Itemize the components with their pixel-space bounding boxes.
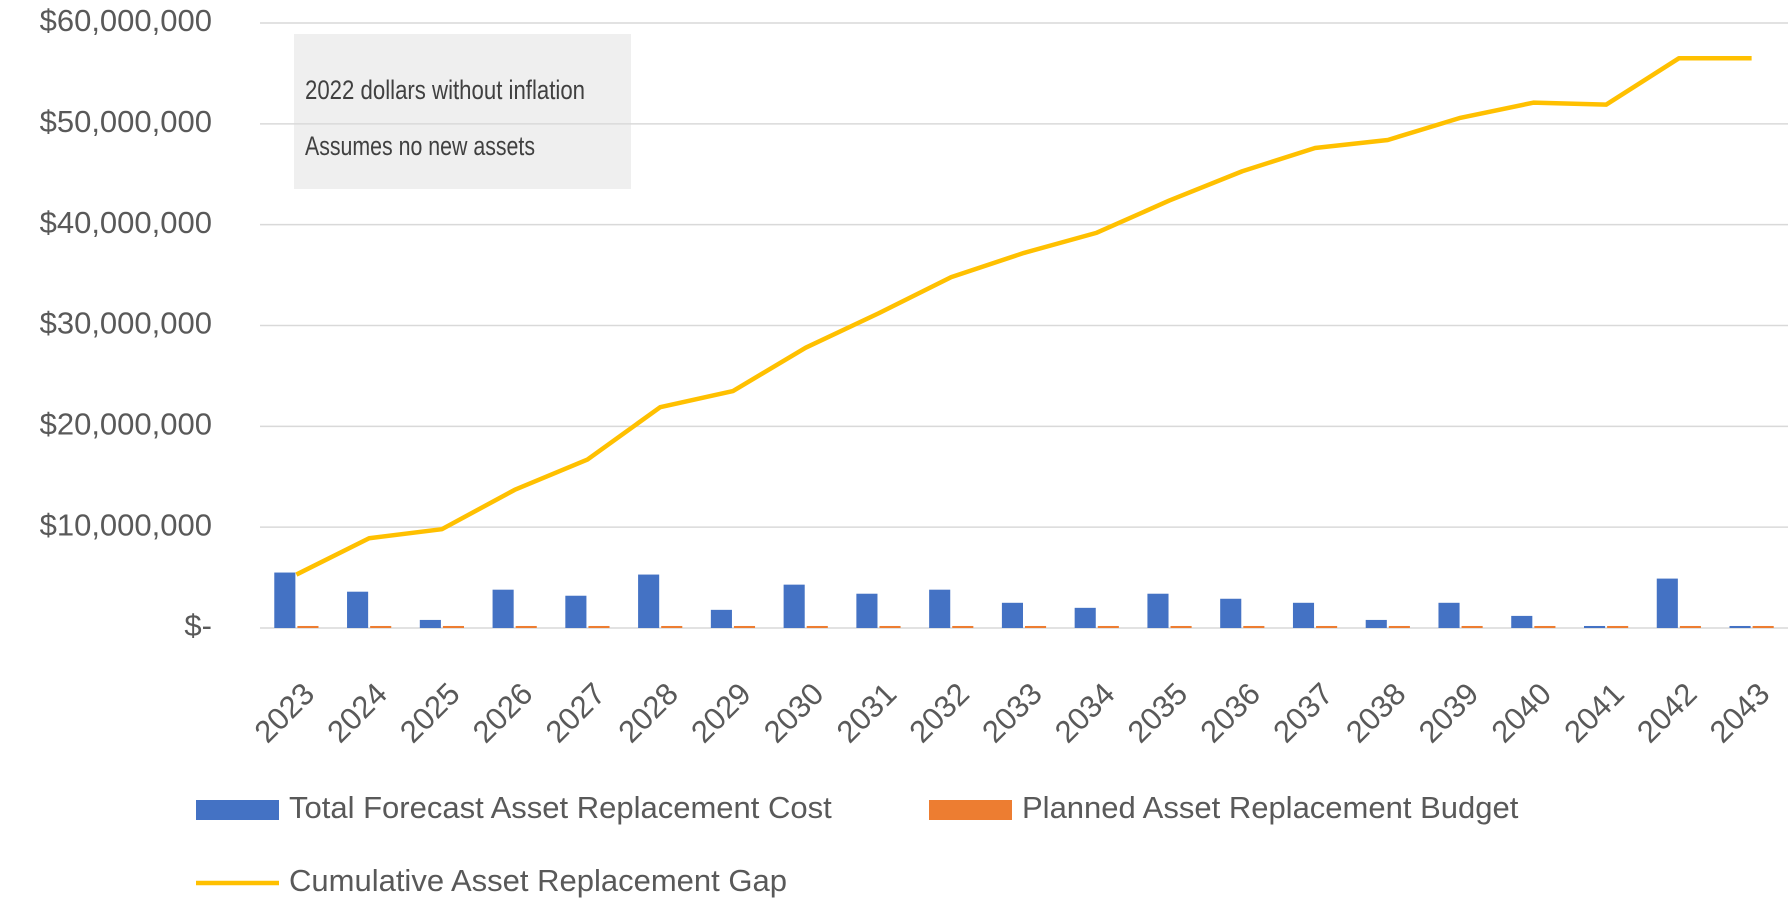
bar (1365, 619, 1387, 628)
legend-swatch (929, 800, 1012, 820)
bar (347, 591, 369, 628)
bar (1074, 607, 1096, 628)
x-tick-label: 2038 (1339, 676, 1413, 750)
bar (1001, 602, 1023, 628)
bar (1607, 625, 1629, 628)
x-tick-label: 2041 (1557, 676, 1631, 750)
bar (1170, 625, 1192, 628)
x-tick-label: 2036 (1194, 676, 1268, 750)
x-tick-label: 2023 (248, 676, 322, 750)
legend-label: Cumulative Asset Replacement Gap (289, 863, 787, 898)
y-tick-label: $40,000,000 (40, 205, 212, 240)
x-tick-label: 2028 (611, 676, 685, 750)
bar (274, 572, 296, 628)
annotation: 2022 dollars without inflation (305, 75, 585, 105)
x-tick-label: 2040 (1485, 676, 1559, 750)
bar (879, 625, 901, 628)
x-tick-label: 2024 (320, 676, 394, 750)
annotation-box (294, 34, 631, 189)
bar (442, 625, 465, 628)
x-tick-label: 2032 (902, 676, 976, 750)
bar (1220, 598, 1242, 628)
bar (661, 625, 683, 628)
y-tick-label: $- (184, 608, 212, 643)
bar (806, 625, 828, 628)
y-tick-label: $10,000,000 (40, 507, 212, 542)
legend-swatch (196, 800, 279, 820)
bar (1438, 602, 1460, 628)
y-tick-label: $60,000,000 (40, 3, 212, 38)
y-tick-label: $50,000,000 (40, 104, 212, 139)
bar (710, 609, 732, 628)
y-tick-label: $20,000,000 (40, 407, 212, 442)
bar (1243, 625, 1265, 628)
x-tick-label: 2034 (1048, 676, 1122, 750)
x-tick-label: 2029 (684, 676, 758, 750)
bar (588, 625, 610, 628)
x-tick-label: 2042 (1630, 676, 1704, 750)
bar (1534, 625, 1556, 628)
bar (1583, 625, 1606, 628)
bar (419, 619, 441, 628)
x-tick-label: 2037 (1266, 676, 1340, 750)
bar (638, 574, 660, 628)
y-tick-label: $30,000,000 (40, 306, 212, 341)
bar (297, 625, 319, 628)
x-tick-label: 2043 (1703, 676, 1777, 750)
bar (370, 625, 392, 628)
bar (952, 625, 974, 628)
bar (1679, 625, 1701, 628)
bar (1388, 625, 1410, 628)
bar (783, 584, 805, 628)
bar (929, 589, 951, 628)
x-tick-label: 2030 (757, 676, 831, 750)
x-tick-label: 2033 (975, 676, 1049, 750)
bar (1097, 625, 1119, 628)
annotation: Assumes no new assets (305, 131, 535, 161)
bar (1461, 625, 1483, 628)
bar (1316, 625, 1338, 628)
bar (1025, 625, 1047, 628)
x-tick-label: 2031 (830, 676, 904, 750)
bar (733, 625, 756, 628)
legend-label: Planned Asset Replacement Budget (1022, 790, 1519, 825)
x-tick-label: 2025 (393, 676, 467, 750)
x-tick-label: 2035 (1121, 676, 1195, 750)
grid (260, 22, 1788, 629)
bar (492, 589, 514, 628)
x-tick-label: 2027 (539, 676, 613, 750)
bar (565, 595, 587, 628)
x-tick-label: 2039 (1412, 676, 1486, 750)
bar (1656, 578, 1678, 628)
bar (1147, 593, 1169, 628)
legend-label: Total Forecast Asset Replacement Cost (289, 790, 832, 825)
bar (515, 625, 537, 628)
bar (856, 593, 878, 628)
line (295, 56, 1752, 577)
bar (1292, 602, 1315, 628)
x-tick-label: 2026 (466, 676, 540, 750)
bar (1511, 615, 1533, 628)
bar (1729, 625, 1751, 628)
bar (1752, 625, 1774, 628)
